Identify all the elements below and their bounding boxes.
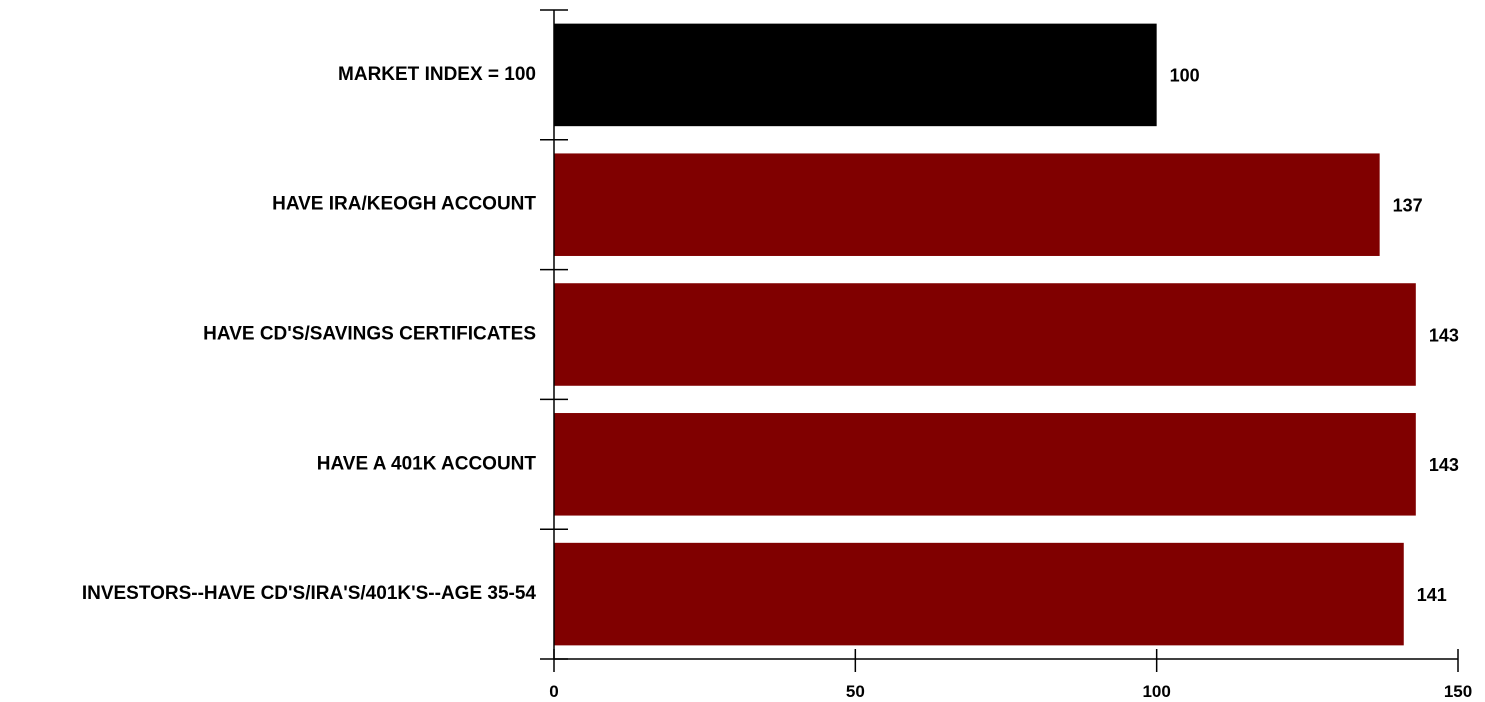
value-axis-tick-label-2: 100: [1142, 682, 1170, 701]
bar-2: [554, 283, 1416, 386]
value-label-1: 137: [1393, 195, 1423, 215]
value-label-0: 100: [1170, 66, 1200, 86]
bar-0: [554, 23, 1157, 127]
category-label-0: MARKET INDEX = 100: [338, 64, 536, 85]
category-label-1: HAVE IRA/KEOGH ACCOUNT: [272, 194, 536, 215]
value-label-2: 143: [1429, 325, 1459, 345]
value-axis-tick-label-3: 150: [1444, 682, 1472, 701]
category-label-2: HAVE CD'S/SAVINGS CERTIFICATES: [203, 324, 536, 345]
value-label-4: 141: [1417, 585, 1447, 605]
bar-4: [554, 542, 1404, 646]
bar-3: [554, 413, 1416, 516]
value-axis-tick-label-1: 50: [846, 682, 865, 701]
bars-group: [554, 23, 1416, 646]
value-label-3: 143: [1429, 455, 1459, 475]
value-axis-tick-label-0: 0: [549, 682, 558, 701]
category-label-3: HAVE A 401K ACCOUNT: [317, 453, 537, 474]
value-labels: 100 137 143 143 141: [1170, 66, 1459, 605]
category-labels: MARKET INDEX = 100 HAVE IRA/KEOGH ACCOUNT…: [82, 64, 537, 604]
bar-1: [554, 153, 1380, 256]
category-label-4: INVESTORS--HAVE CD'S/IRA'S/401K'S--AGE 3…: [82, 583, 537, 604]
axes: 0 50 100 150: [540, 9, 1472, 701]
